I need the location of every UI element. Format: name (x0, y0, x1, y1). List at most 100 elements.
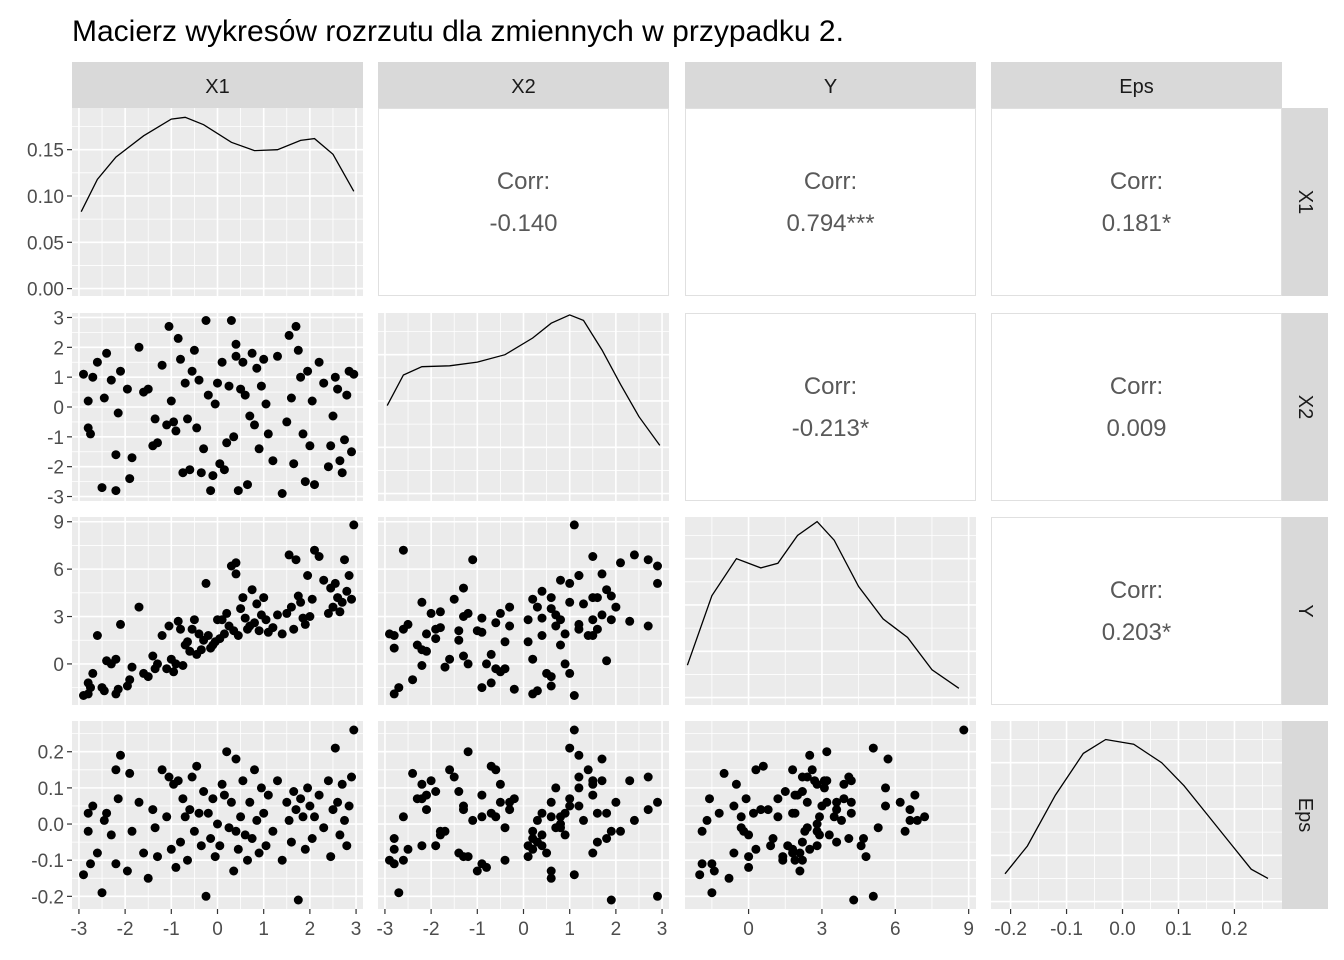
scatter-point (323, 776, 333, 786)
x-tick-label: -0.1 (1050, 919, 1083, 940)
scatter-point (812, 779, 822, 789)
scatter-point (560, 808, 570, 818)
scatter-point (194, 808, 204, 818)
scatter-point (236, 812, 246, 822)
scatter-point (231, 826, 241, 836)
corr-panel-x1-x2 (378, 108, 669, 296)
scatter-point (824, 830, 834, 840)
scatter-point (261, 841, 271, 851)
scatter-point (697, 826, 707, 836)
scatter-point (868, 743, 878, 753)
scatter-point (169, 667, 179, 677)
scatter-point (293, 345, 303, 355)
x-tick-label: 0 (212, 919, 223, 940)
row-strip-label: X1 (1294, 190, 1316, 214)
scatter-point (556, 823, 565, 833)
scatter-point (606, 826, 616, 836)
scatter-point (491, 618, 501, 628)
scatter-point (398, 545, 408, 555)
scatter-point (210, 399, 220, 409)
scatter-point (268, 826, 278, 836)
scatter-point (282, 417, 292, 427)
scatter-point (868, 891, 878, 901)
scatter-point (815, 812, 824, 822)
scatter-point (551, 621, 561, 631)
scatter-point (500, 823, 510, 833)
scatter-point (606, 895, 616, 905)
density-panel-y (685, 517, 976, 705)
scatter-point (111, 450, 121, 460)
row-strip-label: X2 (1294, 395, 1316, 419)
row-strip-label: Eps (1294, 798, 1316, 832)
corr-panel-y-eps (991, 517, 1282, 705)
scatter-point (183, 855, 192, 865)
y-tick-label: -1 (47, 428, 64, 449)
scatter-point (268, 456, 278, 466)
scatter-point (150, 414, 160, 424)
scatter-point (528, 826, 538, 836)
scatter-point (291, 555, 301, 565)
scatter-point (569, 870, 579, 880)
scatter-point (83, 808, 93, 818)
scatter-point (259, 354, 269, 364)
scatter-point (807, 765, 817, 775)
x-tick-label: -0.2 (994, 919, 1027, 940)
scatter-point (127, 826, 137, 836)
scatter-point (695, 870, 705, 880)
scatter-point (286, 837, 296, 847)
scatter-point (192, 761, 202, 771)
scatter-point (233, 631, 243, 640)
scatter-point (426, 608, 436, 618)
panels-layer: X1 X2 Y Eps X1 X2 Y Eps Corr: -0.140 Corr: 0.794***… (27, 62, 1328, 940)
scatter-point (394, 683, 404, 693)
scatter-point (122, 384, 132, 394)
scatter-point (240, 613, 250, 623)
scatter-point (314, 790, 324, 800)
scatter-point (744, 862, 754, 872)
scatter-point (344, 801, 354, 811)
scatter-point (125, 768, 135, 778)
scatter-point (88, 372, 98, 382)
scatter-point (546, 681, 556, 691)
scatter-point (546, 866, 556, 876)
scatter-point (183, 414, 192, 424)
scatter-point (231, 754, 241, 764)
scatter-point (588, 552, 598, 561)
scatter-point (92, 848, 102, 858)
scatter-point (298, 429, 308, 439)
scatter-point (736, 812, 746, 822)
scatter-point (335, 456, 345, 466)
scatter-point (303, 783, 313, 793)
scatter-point (307, 396, 317, 406)
corr-panel-x2-y (685, 313, 976, 501)
scatter-point (300, 619, 310, 629)
scatter-point (83, 396, 93, 406)
scatter-point (337, 468, 347, 478)
scatter-point (217, 357, 227, 367)
scatter-point (97, 483, 107, 493)
corr-label: Corr: (1110, 373, 1163, 400)
scatter-point (305, 441, 315, 451)
scatter-point (597, 754, 607, 764)
scatter-point (127, 453, 137, 463)
scatter-point (729, 801, 739, 811)
scatter-point (797, 837, 807, 847)
scatter-point (88, 668, 98, 678)
scatter-point (263, 790, 273, 800)
scatter-point (340, 815, 349, 825)
scatter-point (273, 610, 282, 620)
scatter-point (477, 683, 487, 693)
scatter-point (337, 597, 347, 607)
scatter-point (335, 830, 345, 840)
scatter-point (122, 866, 132, 876)
scatter-point (509, 684, 519, 694)
scatter-point (454, 635, 464, 645)
scatter-point (805, 750, 815, 760)
scatter-point (579, 815, 588, 825)
scatter-point (189, 615, 199, 625)
x-tick-label: 0 (743, 919, 754, 940)
scatter-point (422, 790, 431, 800)
scatter-point (832, 805, 842, 815)
scatter-point (569, 691, 579, 700)
